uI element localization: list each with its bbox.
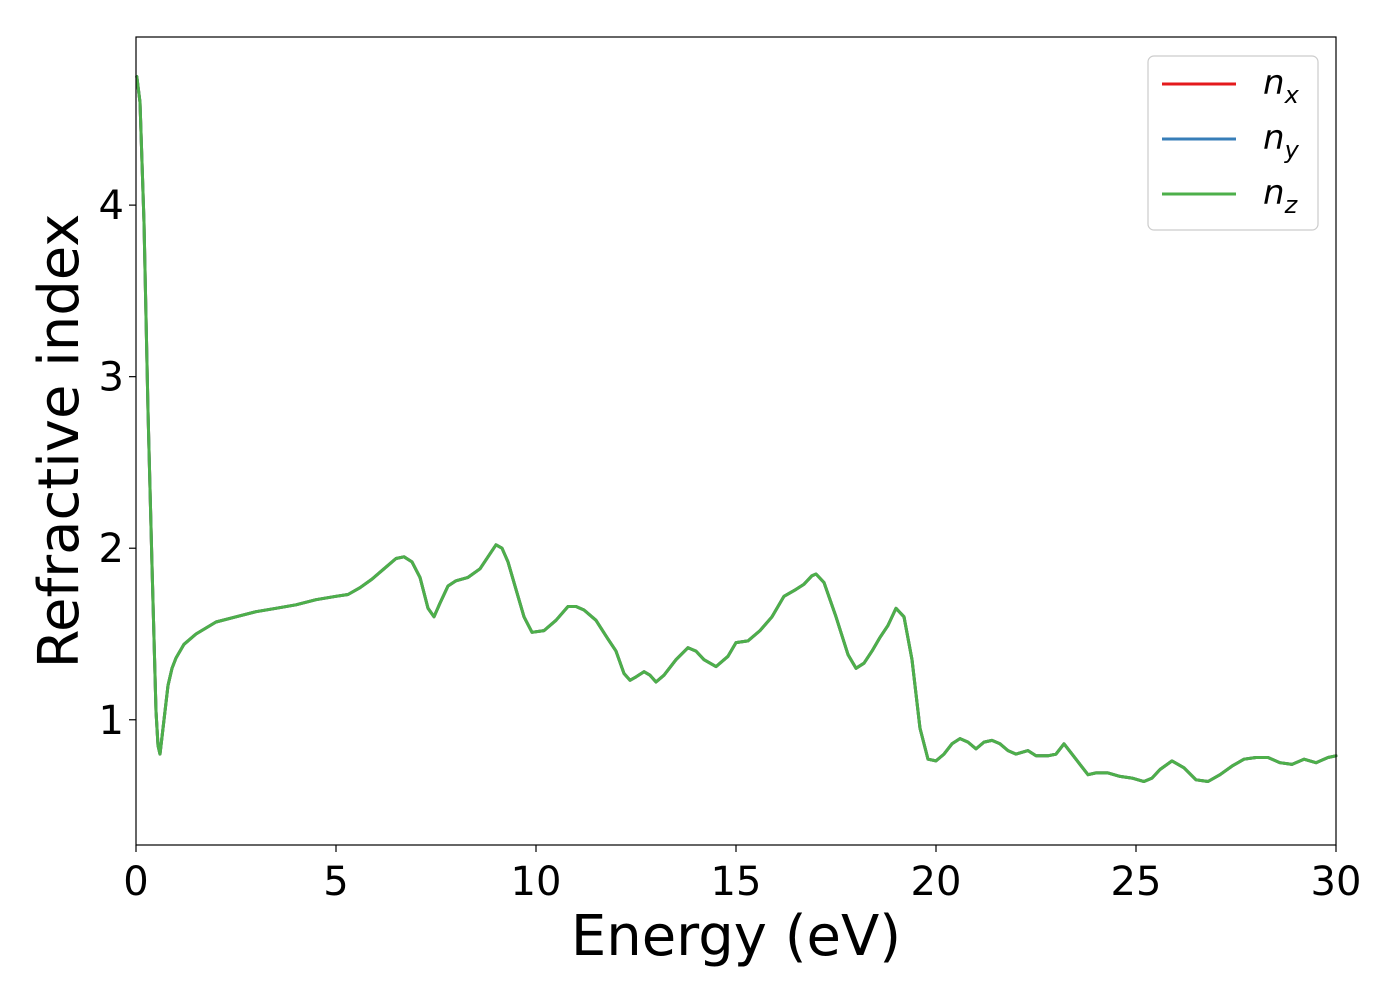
legend-label-z: nz (1263, 173, 1299, 219)
x-tick-label: 25 (1111, 859, 1162, 905)
x-axis-ticks: 0 5 10 15 20 25 30 (123, 845, 1361, 905)
x-axis-title: Energy (eV) (571, 904, 901, 969)
legend-label-y: ny (1263, 118, 1300, 164)
y-tick-label: 3 (99, 355, 124, 401)
y-tick-label: 1 (99, 698, 124, 744)
x-tick-label: 10 (511, 859, 562, 905)
y-tick-label: 2 (99, 526, 124, 572)
x-tick-label: 30 (1311, 859, 1362, 905)
x-tick-label: 15 (711, 859, 762, 905)
x-tick-label: 0 (123, 859, 148, 905)
x-tick-label: 5 (323, 859, 348, 905)
x-tick-label: 20 (911, 859, 962, 905)
y-axis-ticks: 1 2 3 4 (99, 183, 136, 744)
y-tick-label: 4 (99, 183, 124, 229)
y-axis-title: Refractive index (27, 214, 92, 669)
legend-label-x: nx (1263, 63, 1300, 109)
legend-box (1147, 55, 1319, 231)
legend: nx ny nz (1147, 55, 1319, 231)
series-line-z (135, 75, 1338, 783)
series-layer (135, 75, 1338, 783)
